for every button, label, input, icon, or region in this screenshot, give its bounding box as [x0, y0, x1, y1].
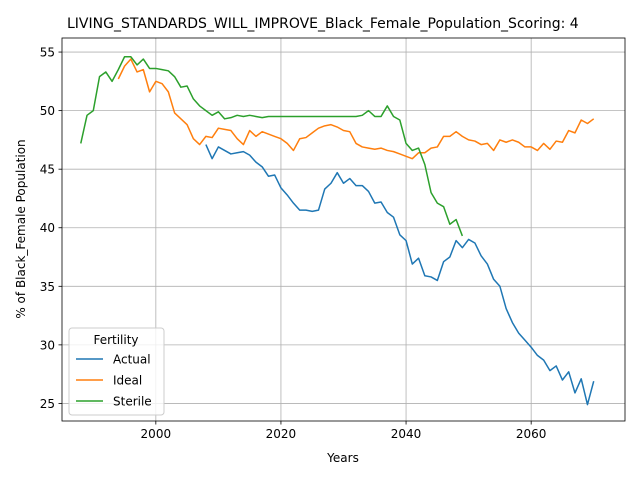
legend-label-ideal: Ideal: [113, 374, 142, 388]
legend-items: Actual Ideal Sterile: [76, 353, 152, 409]
grid-lines: [62, 38, 625, 421]
series-lines: [80, 55, 595, 406]
legend-title: Fertility: [93, 333, 138, 347]
legend-box: [68, 327, 165, 416]
chart-title: LIVING_STANDARDS_WILL_IMPROVE_Black_Fema…: [67, 16, 579, 32]
y-tick-label: 25: [40, 397, 55, 411]
x-axis-ticks: 2000 2020 2040 2060: [141, 421, 547, 441]
y-tick-label: 55: [40, 46, 55, 60]
y-tick-label: 50: [40, 104, 55, 118]
series-line-sterile: [80, 55, 464, 237]
x-tick-label: 2020: [266, 427, 297, 441]
x-tick-label: 2040: [391, 427, 422, 441]
x-axis-label: Years: [326, 451, 359, 465]
y-tick-label: 30: [40, 338, 55, 352]
legend-label-sterile: Sterile: [113, 395, 152, 409]
y-tick-label: 35: [40, 280, 55, 294]
y-axis-label: % of Black_Female Population: [14, 139, 28, 318]
y-tick-label: 45: [40, 163, 55, 177]
legend-label-actual: Actual: [113, 353, 151, 367]
y-axis-ticks: 25 30 35 40 45 50 55: [40, 46, 62, 411]
x-tick-label: 2060: [516, 427, 547, 441]
plot-frame: [61, 37, 626, 422]
series-line-actual: [205, 144, 595, 406]
x-tick-label: 2000: [141, 427, 172, 441]
y-tick-label: 40: [40, 221, 55, 235]
series-line-ideal: [117, 58, 595, 160]
legend: Fertility Actual Ideal Sterile: [68, 327, 165, 416]
